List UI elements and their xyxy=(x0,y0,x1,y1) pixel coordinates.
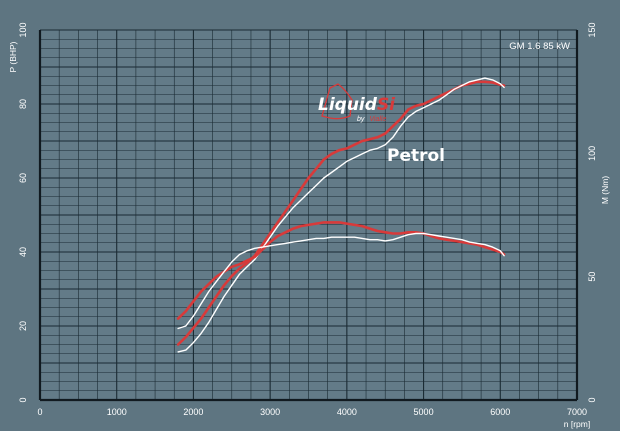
x-tick-label: 3000 xyxy=(260,407,280,417)
engine-annotation: GM 1.6 85 kW xyxy=(509,41,570,52)
logo-accent-text: Si xyxy=(377,95,396,115)
y-right-tick-label: 0 xyxy=(587,397,597,402)
y-left-tick-label: 0 xyxy=(18,397,28,402)
y-right-tick-label: 100 xyxy=(587,146,597,161)
fuel-annotation: Petrol xyxy=(387,146,445,166)
y-right-tick-label: 50 xyxy=(587,272,597,282)
logo-by-text: by xyxy=(357,116,365,123)
y-left-tick-label: 60 xyxy=(18,173,28,183)
logo-byline: by Vialle xyxy=(357,116,386,123)
x-axis-label: n [rpm] xyxy=(564,419,590,429)
x-tick-label: 6000 xyxy=(490,407,510,417)
logo-flame-icon xyxy=(321,83,353,120)
logo-brand-text: Vialle xyxy=(369,116,386,123)
tick-labels: 0 1000 2000 3000 4000 5000 6000 700002040608010… xyxy=(18,22,597,417)
logo-wordmark: LiquidSi xyxy=(318,95,396,115)
x-tick-label: 5000 xyxy=(414,407,434,417)
y-axis-right-label: M (Nm) xyxy=(600,176,610,204)
x-tick-label: 4000 xyxy=(337,407,357,417)
x-tick-label: 1000 xyxy=(107,407,127,417)
torque-series-line-lpg xyxy=(176,221,506,320)
y-axis-left-label: P (BHP) xyxy=(8,41,18,72)
y-left-tick-label: 40 xyxy=(18,247,28,257)
power-series-line-petrol xyxy=(177,77,505,353)
y-right-tick-label: 150 xyxy=(587,22,597,37)
y-left-tick-label: 100 xyxy=(18,22,28,37)
torque-series-line-petrol xyxy=(177,232,505,330)
logo-main-text: Liquid xyxy=(318,95,378,115)
x-tick-label: 7000 xyxy=(567,407,587,417)
y-left-tick-label: 80 xyxy=(18,99,28,109)
series-layer xyxy=(176,77,506,353)
y-left-tick-label: 20 xyxy=(18,321,28,331)
x-tick-label: 2000 xyxy=(183,407,203,417)
axis-lines xyxy=(38,30,579,402)
x-tick-label: 0 xyxy=(37,407,42,417)
liquidsi-logo: LiquidSi by Vialle xyxy=(318,83,396,123)
